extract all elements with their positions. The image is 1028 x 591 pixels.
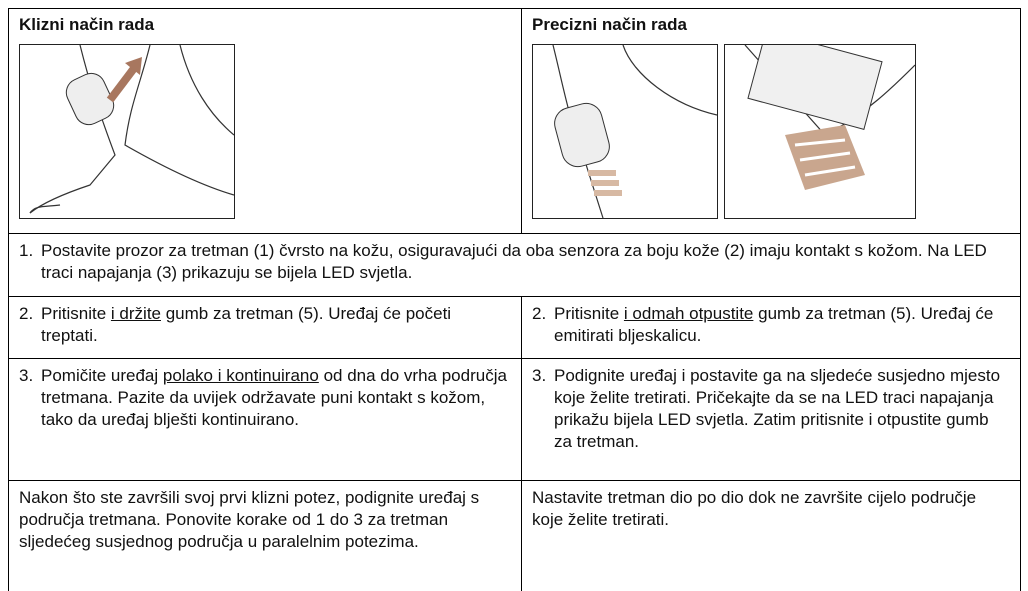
step-text: Pomičite uređaj polako i kontinuirano od…: [41, 365, 511, 431]
step-number: 2.: [19, 304, 34, 323]
emphasis: i odmah otpustite: [623, 304, 754, 323]
rule: [1020, 8, 1021, 591]
step-number: 1.: [19, 241, 34, 260]
step-number: 2.: [532, 304, 547, 323]
step: 3. Podignite uređaj i postavite ga na slj…: [522, 361, 1020, 457]
step: 1. Postavite prozor za tretman (1) čvrsto…: [9, 236, 1020, 288]
step-number: 3.: [19, 366, 34, 385]
rule: [8, 296, 1020, 297]
text: Pritisnite: [554, 304, 624, 323]
step: 2. Pritisnite i držite gumb za tretman (5…: [9, 299, 521, 351]
step: 2. Pritisnite i odmah otpustite gumb za t…: [522, 299, 1020, 351]
text: od dna do vrha područja tretmana. Pazite…: [41, 366, 507, 429]
text: gumb za tretman (5). Uređaj će emitirati…: [554, 304, 994, 345]
rule: [521, 296, 522, 591]
text: Pomičite uređaj: [41, 366, 163, 385]
illustration: [19, 44, 235, 219]
rule: [521, 8, 522, 233]
final-text: Nakon što ste završili svoj prvi klizni …: [19, 488, 480, 551]
text: gumb za tretman (5). Uređaj će početi tr…: [41, 304, 452, 345]
text: Pritisnite: [41, 304, 111, 323]
rule: [8, 8, 9, 591]
emphasis: i držite: [110, 304, 161, 323]
step-text: Podignite uređaj i postavite ga na sljed…: [554, 366, 1001, 451]
illustration: [532, 44, 718, 219]
emphasis: polako i kontinuirano: [162, 366, 319, 385]
left-title: Klizni način rada: [19, 15, 155, 34]
rule: [8, 358, 1020, 359]
rule: [8, 480, 1020, 481]
illustration: [724, 44, 916, 219]
step: 3. Pomičite uređaj polako i kontinuirano …: [9, 361, 521, 435]
final-text: Nastavite tretman dio po dio dok ne zavr…: [532, 488, 977, 529]
step-number: 3.: [532, 366, 547, 385]
rule: [8, 233, 1020, 234]
rule: [8, 8, 1020, 9]
step-text: Pritisnite i odmah otpustite gumb za tre…: [554, 303, 1010, 347]
step-text: Pritisnite i držite gumb za tretman (5).…: [41, 303, 511, 347]
step-text: Postavite prozor za tretman (1) čvrsto n…: [41, 241, 987, 282]
right-title: Precizni način rada: [532, 15, 687, 34]
